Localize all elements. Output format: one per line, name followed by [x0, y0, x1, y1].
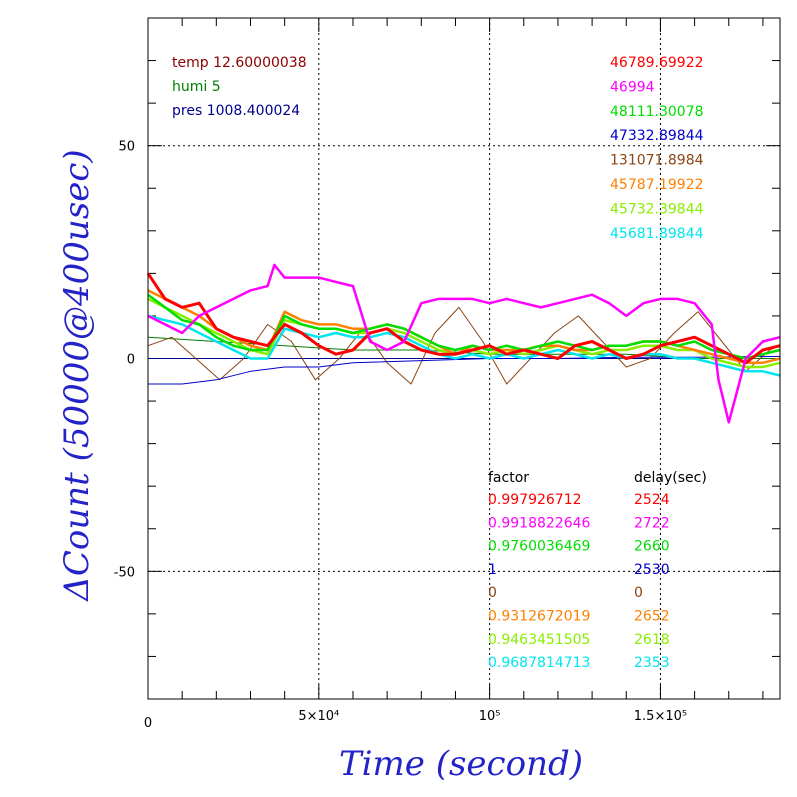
series-line	[147, 263, 781, 424]
env-series-line	[147, 336, 780, 359]
series-factor: 0.9918822646	[488, 515, 591, 531]
x-tick-label: 5×10⁴	[298, 709, 339, 724]
env-legend-entry: humi 5	[172, 79, 221, 95]
series-delay: 2353	[634, 655, 670, 671]
y-tick-label: 50	[118, 140, 135, 155]
series-delay: 2652	[634, 609, 670, 625]
series-delay: 2524	[634, 492, 670, 508]
series-factor: 1	[488, 562, 497, 578]
series-delay: 2660	[634, 539, 670, 555]
x-tick-label: 10⁵	[479, 709, 501, 724]
series-delay: 2618	[634, 632, 670, 648]
series-lines	[146, 263, 781, 424]
series-delay: 2722	[634, 515, 670, 531]
series-factor: 0.9312672019	[488, 609, 590, 625]
legend: temp 12.60000038 humi 5 pres 1008.400024 46…	[172, 55, 707, 671]
series-factor: 0.9687814713	[488, 655, 590, 671]
series-factor: 0	[488, 585, 497, 601]
series-value-label: 45732.39844	[610, 201, 704, 217]
plot-frame	[147, 17, 781, 700]
series-value-label: 47332.89844	[610, 128, 704, 144]
series-line	[146, 272, 781, 365]
env-legend-entry: pres 1008.400024	[172, 103, 300, 119]
x-tick-label: 1.5×10⁵	[634, 709, 687, 724]
y-tick-label: 0	[127, 353, 135, 368]
x-tick-label: 0	[144, 716, 152, 731]
series-delay: 2530	[634, 562, 670, 578]
delay-header: delay(sec)	[634, 470, 707, 486]
x-axis-title: Time (second)	[339, 744, 583, 784]
series-value-label: 131071.8984	[610, 153, 704, 169]
y-axis-title: ΔCount (50000@400usec)	[57, 149, 97, 602]
series-value-label: 45787.19922	[610, 177, 704, 193]
series-factor: 0.9463451505	[488, 632, 590, 648]
series-value-label: 46994	[610, 79, 655, 95]
series-value-label: 48111.30078	[610, 104, 704, 120]
series-factor: 0.997926712	[488, 492, 582, 508]
y-tick-label: -50	[114, 565, 135, 580]
env-legend-entry: temp 12.60000038	[172, 55, 307, 71]
factor-header: factor	[488, 470, 529, 486]
series-line	[147, 314, 781, 377]
series-value-label: 45681.89844	[610, 226, 704, 242]
tick-labels: 0 5×10⁴ 10⁵ 1.5×10⁵ 50 0 -50	[114, 140, 687, 731]
series-line	[147, 293, 781, 360]
series-factor: 0.9760036469	[488, 539, 590, 555]
series-value-label: 46789.69922	[610, 55, 704, 71]
series-delay: 0	[634, 585, 643, 601]
